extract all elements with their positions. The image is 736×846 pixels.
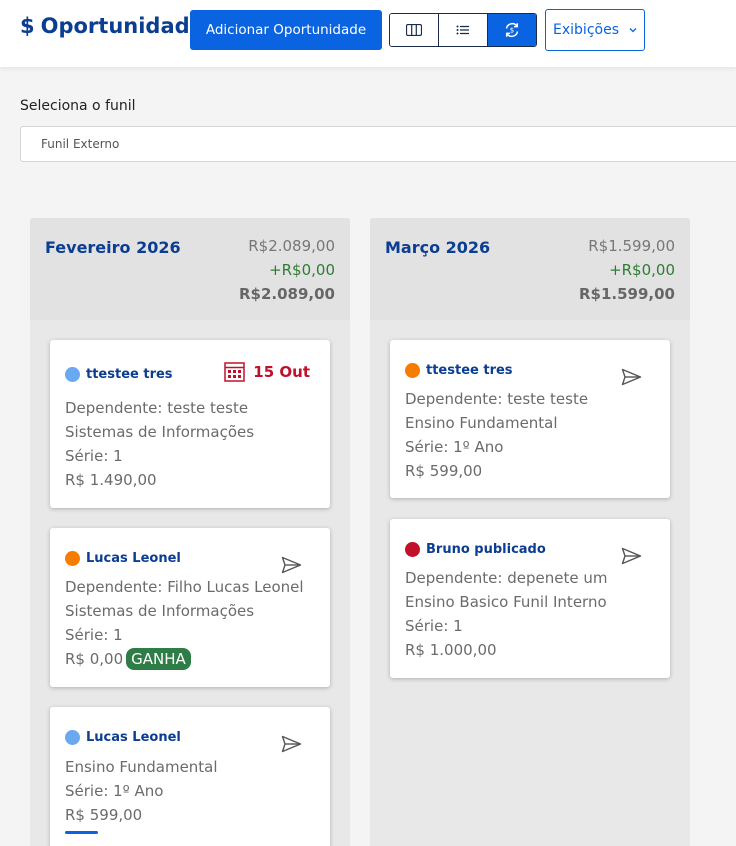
- columns-icon: [406, 24, 422, 36]
- column-totals: R$1.599,00 +R$0,00 R$1.599,00: [579, 234, 675, 306]
- card-detail-line: Série: 1º Ano: [65, 782, 164, 800]
- column-total: R$1.599,00: [588, 237, 675, 255]
- column-plus-total: +R$0,00: [269, 261, 335, 279]
- list-icon: [456, 25, 469, 35]
- sync-view-button[interactable]: $: [488, 14, 536, 46]
- column-plus-total: +R$0,00: [609, 261, 675, 279]
- card-header: ttestee tres: [65, 367, 173, 382]
- funnel-select[interactable]: Funil Externo: [20, 126, 736, 162]
- card-details: Dependente: depenete um Ensino Basico Fu…: [405, 566, 607, 662]
- card-details: Dependente: teste teste Sistemas de Info…: [65, 396, 254, 492]
- opportunity-card[interactable]: Bruno publicado Dependente: depenete um …: [390, 519, 670, 678]
- page-title-text: Oportunidade: [40, 14, 204, 38]
- card-detail-line: Dependente: teste teste: [405, 390, 589, 408]
- opportunity-card[interactable]: Lucas Leonel Dependente: Filho Lucas Leo…: [50, 528, 330, 687]
- card-client-name: ttestee tres: [426, 363, 513, 378]
- status-dot: [65, 367, 80, 382]
- status-dot: [65, 730, 80, 745]
- card-detail-line: Ensino Basico Funil Interno: [405, 593, 607, 611]
- send-icon[interactable]: [621, 547, 642, 565]
- card-details: Dependente: teste teste Ensino Fundament…: [405, 387, 588, 483]
- card-detail-line: Dependente: Filho Lucas Leonel: [65, 578, 304, 596]
- column-grand-total: R$2.089,00: [238, 285, 335, 303]
- column-header: Fevereiro 2026 R$2.089,00 +R$0,00 R$2.08…: [30, 218, 350, 320]
- send-icon[interactable]: [281, 735, 302, 753]
- views-dropdown[interactable]: Exibições: [545, 9, 645, 51]
- status-dot: [65, 551, 80, 566]
- card-detail-line: Dependente: teste teste: [65, 399, 249, 417]
- due-date-badge: 15 Out: [224, 362, 310, 382]
- kanban-column: Março 2026 R$1.599,00 +R$0,00 R$1.599,00…: [370, 218, 690, 846]
- card-client-name: Bruno publicado: [426, 542, 546, 557]
- view-toggle-group: $: [389, 13, 537, 47]
- card-value: R$ 0,00: [65, 650, 124, 668]
- page-title: $ Oportunidade: [20, 14, 204, 38]
- status-dot: [405, 542, 420, 557]
- card-value-row: R$ 0,00 GANHA: [65, 647, 304, 671]
- column-totals: R$2.089,00 +R$0,00 R$2.089,00: [239, 234, 335, 306]
- card-detail-line: Ensino Fundamental: [405, 414, 558, 432]
- kanban-view-button[interactable]: [390, 14, 439, 46]
- won-status-badge: GANHA: [126, 648, 191, 670]
- card-detail-line: Série: 1: [65, 447, 123, 465]
- card-header: ttestee tres: [405, 363, 513, 378]
- funnel-select-value: Funil Externo: [41, 137, 120, 151]
- column-grand-total: R$1.599,00: [578, 285, 675, 303]
- chevron-down-icon: [629, 28, 637, 33]
- card-header: Lucas Leonel: [65, 730, 181, 745]
- card-detail-line: Ensino Fundamental: [65, 758, 218, 776]
- card-detail-line: Série: 1º Ano: [405, 438, 504, 456]
- card-header: Bruno publicado: [405, 542, 546, 557]
- card-value: R$ 599,00: [65, 806, 143, 824]
- card-progress-indicator: [65, 831, 98, 834]
- card-value: R$ 1.490,00: [65, 471, 157, 489]
- funnel-select-label: Seleciona o funil: [20, 98, 136, 114]
- column-title: Março 2026: [385, 238, 491, 257]
- column-title: Fevereiro 2026: [45, 238, 181, 257]
- list-view-button[interactable]: [439, 14, 488, 46]
- opportunity-card[interactable]: ttestee tres Dependente: teste teste Ens…: [390, 340, 670, 498]
- dollar-icon: $: [20, 14, 35, 38]
- card-detail-line: Série: 1: [405, 617, 463, 635]
- send-icon[interactable]: [281, 556, 302, 574]
- card-detail-line: Série: 1: [65, 626, 123, 644]
- card-client-name: Lucas Leonel: [86, 551, 181, 566]
- card-client-name: ttestee tres: [86, 367, 173, 382]
- add-opportunity-button[interactable]: Adicionar Oportunidade: [190, 10, 382, 50]
- card-value: R$ 599,00: [405, 462, 483, 480]
- card-detail-line: Sistemas de Informações: [65, 423, 255, 441]
- sync-icon: $: [505, 22, 519, 38]
- card-details: Ensino Fundamental Série: 1º Ano R$ 599,…: [65, 755, 218, 827]
- send-icon[interactable]: [621, 368, 642, 386]
- card-details: Dependente: Filho Lucas Leonel Sistemas …: [65, 575, 304, 671]
- column-total: R$2.089,00: [248, 237, 335, 255]
- top-header: $ Oportunidade Adicionar Oportunidade $ E…: [0, 0, 736, 67]
- kanban-column: Fevereiro 2026 R$2.089,00 +R$0,00 R$2.08…: [30, 218, 350, 846]
- opportunity-card[interactable]: ttestee tres 15 Out Dependente: teste te…: [50, 340, 330, 508]
- card-value: R$ 1.000,00: [405, 641, 497, 659]
- card-header: Lucas Leonel: [65, 551, 181, 566]
- card-detail-line: Dependente: depenete um: [405, 569, 608, 587]
- svg-text:$: $: [510, 27, 514, 35]
- column-header: Março 2026 R$1.599,00 +R$0,00 R$1.599,00: [370, 218, 690, 320]
- calendar-grid-icon: [224, 362, 246, 382]
- card-client-name: Lucas Leonel: [86, 730, 181, 745]
- due-date-text: 15 Out: [253, 363, 310, 381]
- opportunity-card[interactable]: Lucas Leonel Ensino Fundamental Série: 1…: [50, 707, 330, 846]
- views-dropdown-label: Exibições: [553, 22, 619, 38]
- card-detail-line: Sistemas de Informações: [65, 602, 255, 620]
- status-dot: [405, 363, 420, 378]
